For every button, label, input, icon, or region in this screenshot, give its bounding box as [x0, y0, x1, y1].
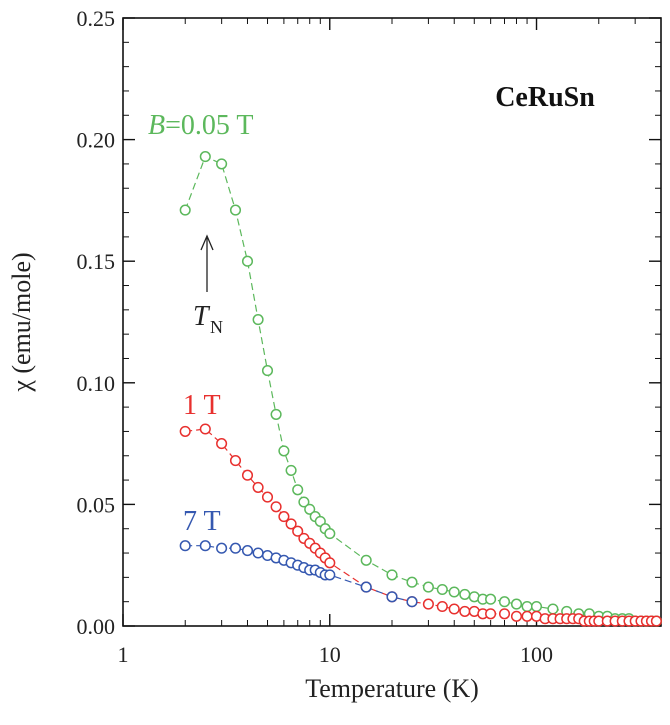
x-tick-label: 100	[520, 642, 553, 667]
data-point	[285, 518, 297, 530]
data-point	[241, 255, 254, 267]
data-point	[292, 484, 304, 496]
data-point	[530, 600, 543, 613]
y-tick-label: 0.10	[77, 371, 116, 396]
data-point	[422, 581, 434, 593]
y-tick-label: 0.25	[77, 6, 116, 31]
data-point	[199, 423, 211, 435]
series-2	[179, 540, 418, 608]
data-point	[324, 528, 336, 540]
data-point	[406, 576, 418, 588]
data-point	[179, 425, 191, 437]
data-point	[298, 496, 310, 508]
data-point	[510, 598, 523, 610]
series-1	[179, 423, 662, 627]
y-tick-label: 0.05	[77, 492, 116, 517]
data-point	[278, 511, 290, 523]
data-point	[510, 610, 523, 622]
y-axis-title: χ (emu/mole)	[7, 252, 36, 392]
data-point	[521, 610, 533, 622]
data-point	[459, 588, 471, 600]
data-point	[252, 481, 264, 493]
data-point	[436, 600, 448, 613]
data-point	[324, 557, 336, 569]
data-point	[229, 542, 242, 554]
tn-arrow-head	[200, 234, 214, 251]
data-point	[179, 540, 191, 552]
x-tick-label: 1	[118, 642, 129, 667]
data-point	[278, 445, 290, 457]
tn-subscript: N	[210, 317, 223, 337]
data-point	[216, 542, 228, 554]
data-point	[386, 591, 398, 603]
data-point	[436, 583, 448, 596]
axis-ticks: 0.00 0.05 0.10 0.15 0.20 0.25 1 10 100	[77, 6, 662, 667]
series-label-7T: 7 T	[183, 506, 221, 537]
data-point	[498, 596, 511, 608]
series-line	[185, 545, 413, 603]
data-point	[179, 204, 191, 216]
data-point	[304, 503, 316, 515]
series-label-0.05T: B=0.05 T	[148, 110, 254, 141]
field-value: =0.05 T	[165, 110, 253, 141]
tn-annotation: T N	[193, 234, 223, 337]
data-point	[547, 603, 559, 615]
data-point	[199, 540, 211, 552]
data-point	[241, 545, 254, 557]
field-symbol: B	[148, 110, 165, 141]
data-point	[229, 455, 242, 467]
data-point	[422, 598, 434, 610]
y-tick-label: 0.20	[77, 128, 116, 153]
x-tick-label: 10	[319, 642, 341, 667]
data-point	[270, 408, 282, 420]
data-point	[360, 554, 372, 566]
data-point	[459, 605, 471, 617]
data-point	[261, 365, 274, 377]
data-point	[270, 501, 282, 513]
series-label-1T: 1 T	[183, 390, 221, 421]
data-point	[360, 581, 372, 593]
data-point	[252, 547, 264, 559]
data-point	[292, 525, 304, 537]
data-point	[521, 600, 533, 613]
x-axis-title: Temperature (K)	[305, 674, 479, 703]
data-point	[406, 596, 418, 608]
data-point	[498, 608, 511, 620]
data-point	[485, 608, 497, 620]
y-tick-label: 0.00	[77, 614, 116, 639]
data-point	[216, 438, 228, 450]
data-point	[199, 151, 211, 163]
series-0	[179, 151, 662, 627]
data-point	[229, 204, 242, 216]
data-point	[485, 593, 497, 605]
data-point	[324, 569, 336, 581]
data-point	[261, 491, 274, 503]
data-point	[386, 569, 398, 581]
compound-label: CeRuSn	[495, 82, 595, 113]
data-point	[216, 158, 228, 170]
data-point	[448, 603, 460, 615]
y-tick-label: 0.15	[77, 249, 116, 274]
data-point	[650, 615, 662, 627]
tn-label: T	[193, 301, 211, 332]
series-line	[185, 428, 657, 622]
series-layer	[179, 151, 662, 627]
data-point	[241, 469, 254, 481]
data-point	[285, 464, 297, 476]
data-point	[252, 314, 264, 326]
data-point	[448, 586, 460, 598]
